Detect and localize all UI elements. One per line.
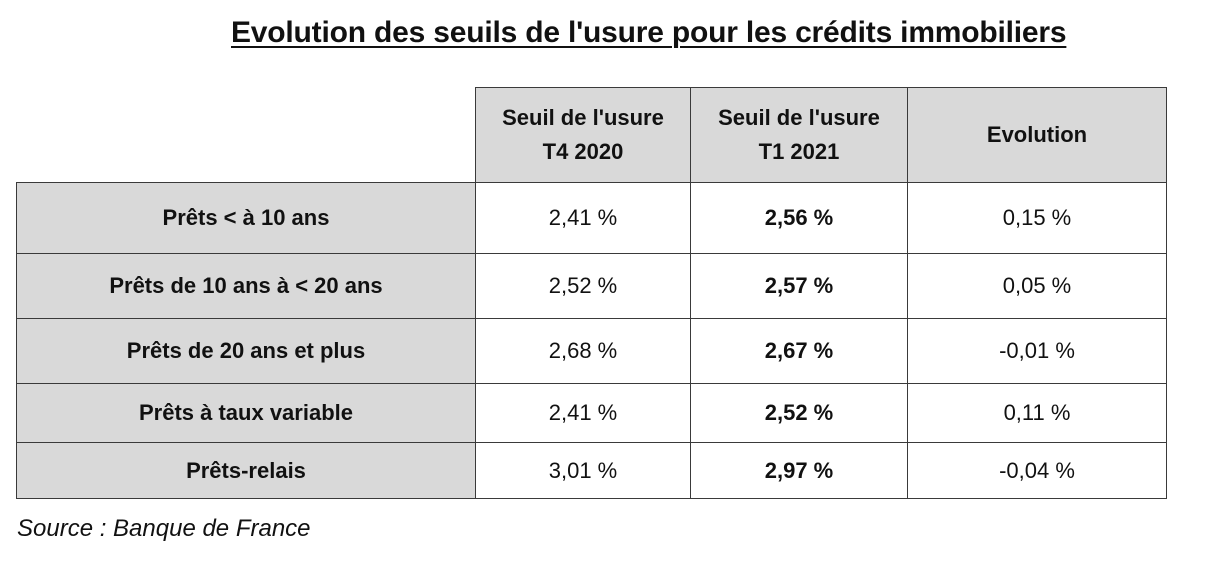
column-header-line2: T1 2021 bbox=[758, 139, 840, 164]
table-row: Prêts-relais 3,01 % 2,97 % -0,04 % bbox=[16, 442, 1167, 499]
cell-t1-2021: 2,97 % bbox=[690, 442, 908, 499]
usury-rate-table: Seuil de l'usure T4 2020 Seuil de l'usur… bbox=[16, 87, 1167, 499]
cell-evolution: -0,04 % bbox=[907, 442, 1167, 499]
table-row: Prêts de 10 ans à < 20 ans 2,52 % 2,57 %… bbox=[16, 253, 1167, 319]
column-header-evolution: Evolution bbox=[907, 87, 1167, 183]
cell-t4-2020: 3,01 % bbox=[475, 442, 691, 499]
header-row: Seuil de l'usure T4 2020 Seuil de l'usur… bbox=[17, 87, 1167, 183]
column-header-t4-2020: Seuil de l'usure T4 2020 bbox=[475, 87, 691, 183]
row-label: Prêts de 20 ans et plus bbox=[16, 318, 476, 384]
cell-evolution: 0,05 % bbox=[907, 253, 1167, 319]
table-row: Prêts à taux variable 2,41 % 2,52 % 0,11… bbox=[16, 383, 1167, 443]
column-header-line2: T4 2020 bbox=[542, 139, 624, 164]
column-header-t1-2021: Seuil de l'usure T1 2021 bbox=[690, 87, 908, 183]
cell-t4-2020: 2,68 % bbox=[475, 318, 691, 384]
table-title: Evolution des seuils de l'usure pour les… bbox=[231, 16, 1067, 49]
table-row: Prêts de 20 ans et plus 2,68 % 2,67 % -0… bbox=[16, 318, 1167, 384]
cell-t1-2021: 2,57 % bbox=[690, 253, 908, 319]
cell-t1-2021: 2,67 % bbox=[690, 318, 908, 384]
cell-t1-2021: 2,52 % bbox=[690, 383, 908, 443]
table-row: Prêts < à 10 ans 2,41 % 2,56 % 0,15 % bbox=[16, 182, 1167, 254]
row-label: Prêts de 10 ans à < 20 ans bbox=[16, 253, 476, 319]
cell-evolution: 0,11 % bbox=[907, 383, 1167, 443]
row-label: Prêts-relais bbox=[16, 442, 476, 499]
column-header-line1: Seuil de l'usure bbox=[502, 105, 664, 130]
cell-evolution: -0,01 % bbox=[907, 318, 1167, 384]
cell-t4-2020: 2,52 % bbox=[475, 253, 691, 319]
row-label: Prêts < à 10 ans bbox=[16, 182, 476, 254]
column-header-line1: Evolution bbox=[986, 122, 1088, 147]
column-header-line1: Seuil de l'usure bbox=[718, 105, 880, 130]
corner-cell bbox=[17, 88, 476, 183]
cell-t4-2020: 2,41 % bbox=[475, 182, 691, 254]
source-note: Source : Banque de France bbox=[17, 515, 311, 542]
cell-t1-2021: 2,56 % bbox=[690, 182, 908, 254]
row-label: Prêts à taux variable bbox=[16, 383, 476, 443]
cell-t4-2020: 2,41 % bbox=[475, 383, 691, 443]
cell-evolution: 0,15 % bbox=[907, 182, 1167, 254]
